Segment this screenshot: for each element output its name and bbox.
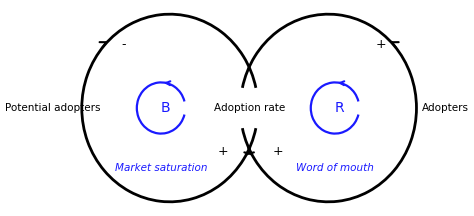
Text: B: B: [161, 101, 170, 115]
Text: R: R: [335, 101, 344, 115]
Text: Potential adopters: Potential adopters: [5, 103, 101, 113]
Text: -: -: [121, 38, 126, 51]
Text: +: +: [218, 145, 228, 158]
Text: +: +: [273, 145, 283, 158]
Text: +: +: [376, 38, 387, 51]
Text: Adoption rate: Adoption rate: [213, 103, 285, 113]
Text: Market saturation: Market saturation: [115, 163, 207, 173]
Text: Adopters: Adopters: [421, 103, 469, 113]
Text: Word of mouth: Word of mouth: [296, 163, 374, 173]
